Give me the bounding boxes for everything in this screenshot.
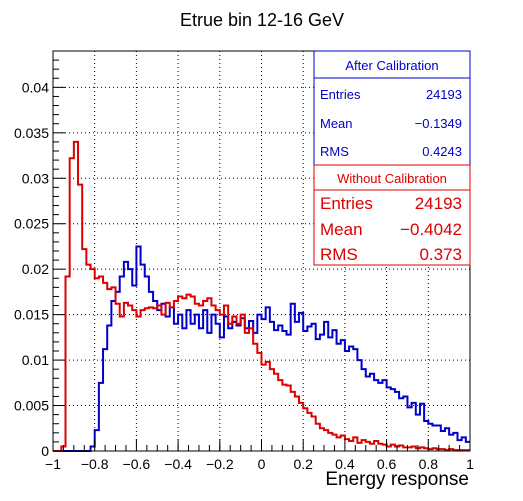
stats-rms-label-after: RMS bbox=[320, 144, 349, 159]
stats-entries-label-after: Entries bbox=[320, 87, 361, 102]
y-tick-label: 0.01 bbox=[22, 352, 49, 368]
x-tick-label: 0.4 bbox=[335, 456, 355, 472]
stats-rms-value-without: 0.373 bbox=[419, 245, 462, 264]
histogram-line bbox=[53, 245, 470, 452]
stats-mean-label-after: Mean bbox=[320, 116, 353, 131]
stats-box-after-calibration: After Calibration Entries 24193 Mean −0.… bbox=[313, 50, 471, 166]
y-tick-label: 0.015 bbox=[14, 307, 49, 323]
axes bbox=[52, 50, 471, 452]
series-after-calibration bbox=[53, 245, 470, 452]
x-tick-label: 0 bbox=[258, 456, 266, 472]
histogram-line bbox=[53, 140, 470, 452]
stats-entries-label-without: Entries bbox=[320, 194, 373, 213]
stats-mean-value-after: −0.1349 bbox=[415, 116, 462, 131]
x-tick-label: 0.6 bbox=[377, 456, 397, 472]
stats-rms-label-without: RMS bbox=[320, 245, 358, 264]
y-tick-label: 0.03 bbox=[22, 170, 49, 186]
y-tick-label: 0 bbox=[41, 443, 49, 459]
x-tick-label: 0.2 bbox=[293, 456, 313, 472]
stats-title-without: Without Calibration bbox=[337, 171, 447, 186]
y-tick-labels: 0 0.005 0.01 0.015 0.02 0.025 0.03 0.035 0.04 bbox=[14, 79, 49, 459]
stats-mean-label-without: Mean bbox=[320, 220, 363, 239]
y-tick-label: 0.025 bbox=[14, 216, 49, 232]
x-tick-label: 0.8 bbox=[419, 456, 439, 472]
stats-entries-value-after: 24193 bbox=[426, 87, 462, 102]
y-tick-label: 0.035 bbox=[14, 125, 49, 141]
x-tick-label: 1 bbox=[466, 456, 474, 472]
x-tick-labels: −1 −0.8 −0.6 −0.4 −0.2 0 0.2 0.4 0.6 0.8 1 bbox=[45, 456, 474, 472]
series-without-calibration bbox=[53, 140, 470, 452]
y-tick-label: 0.005 bbox=[14, 398, 49, 414]
x-axis-label: Energy response bbox=[325, 469, 469, 490]
stats-entries-value-without: 24193 bbox=[415, 194, 462, 213]
x-tick-label: −1 bbox=[45, 456, 61, 472]
chart-title: Etrue bin 12-16 GeV bbox=[180, 10, 344, 30]
x-tick-label: −0.8 bbox=[81, 456, 109, 472]
y-tick-label: 0.02 bbox=[22, 261, 49, 277]
stats-rms-value-after: 0.4243 bbox=[422, 144, 462, 159]
x-tick-label: −0.6 bbox=[123, 456, 151, 472]
x-tick-label: −0.4 bbox=[164, 456, 192, 472]
stats-title-after: After Calibration bbox=[345, 58, 438, 73]
y-tick-label: 0.04 bbox=[22, 79, 49, 95]
stats-box-without-calibration: Without Calibration Entries 24193 Mean −… bbox=[313, 164, 471, 266]
stats-mean-value-without: −0.4042 bbox=[400, 220, 462, 239]
x-tick-label: −0.2 bbox=[206, 456, 234, 472]
